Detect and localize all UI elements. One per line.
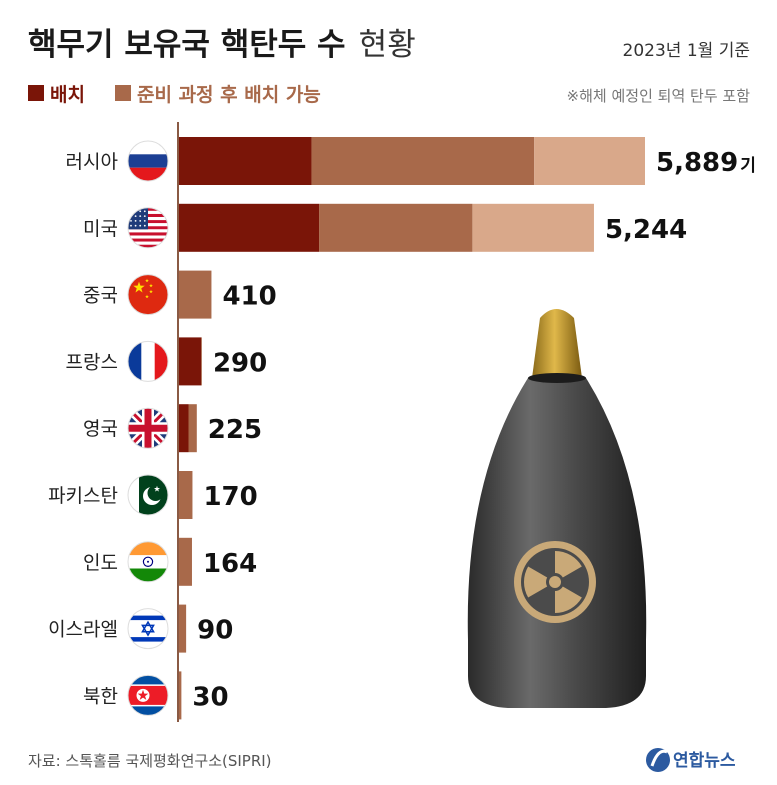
category-label: 영국 <box>83 418 118 440</box>
radiation-icon <box>514 541 596 623</box>
value-label: 30 <box>192 682 228 712</box>
value-label: 164 <box>203 549 257 579</box>
legend-label-reserve: 준비 과정 후 배치 가능 <box>137 84 321 106</box>
category-label: 중국 <box>83 285 118 307</box>
france-flag-icon <box>127 340 169 382</box>
category-label: 미국 <box>83 218 118 240</box>
value-label: 410 <box>222 282 276 312</box>
bar-segment-0 <box>179 404 189 453</box>
bar-segment-0 <box>179 337 202 386</box>
legend-swatch-deployed <box>28 85 44 101</box>
bar-segment-1 <box>179 604 187 653</box>
legend: 배치 준비 과정 후 배치 가능 <box>28 84 321 106</box>
warhead-tip <box>532 309 582 378</box>
category-label: 이스라엘 <box>48 619 118 641</box>
legend-label-deployed: 배치 <box>50 84 85 106</box>
bar-segment-1 <box>179 270 212 319</box>
value-label: 290 <box>213 348 267 378</box>
unit-label: 기 <box>740 156 756 176</box>
source-text: 자료: 스톡홀름 국제평화연구소(SIPRI) <box>28 752 272 770</box>
yonhap-logo-icon <box>646 748 670 772</box>
bar-row: 프랑스 290 <box>66 337 267 386</box>
north-korea-flag-icon <box>127 674 169 716</box>
logo-text: 연합뉴스 <box>673 750 736 771</box>
category-label: 파키스탄 <box>48 485 118 507</box>
bar-segment-1 <box>319 203 473 252</box>
bar-row: 파키스탄 170 <box>48 471 258 519</box>
chart-title: 핵무기 보유국 핵탄두 수 현황 <box>28 27 416 63</box>
bar-row: 이스라엘 90 <box>48 604 233 653</box>
nuclear-warhead-icon <box>467 309 647 708</box>
bar-row: 중국 410 <box>83 270 277 319</box>
as-of-date: 2023년 1월 기준 <box>623 41 750 61</box>
pakistan-flag-icon <box>127 474 169 516</box>
legend-swatch-reserve <box>115 85 131 101</box>
chart-title-suffix: 현황 <box>359 27 416 63</box>
bar-segment-1 <box>201 337 202 386</box>
bar-row: 북한 30 <box>83 671 229 720</box>
china-flag-icon <box>127 274 169 316</box>
category-label: 인도 <box>83 552 118 574</box>
yonhap-logo: 연합뉴스 <box>646 748 736 772</box>
category-label: 러시아 <box>66 151 118 173</box>
category-label: 프랑스 <box>66 351 118 373</box>
bar-row: 미국 5,244 <box>83 203 687 252</box>
value-label: 90 <box>197 616 233 646</box>
value-label: 5,889 기 <box>656 148 756 178</box>
chart-rows: 러시아 5,889 기미국 5,244 중국 410 프랑스 290 영국 225 파키스탄 170 인… <box>48 137 756 720</box>
bar-row: 인도 164 <box>83 537 257 586</box>
bar-segment-1 <box>179 471 193 519</box>
bar-segment-2 <box>534 137 645 185</box>
bar-row: 러시아 5,889 기 <box>66 137 756 185</box>
value-label: 5,244 <box>605 215 687 245</box>
warhead-collar <box>528 373 586 383</box>
india-flag-icon <box>127 541 169 583</box>
uk-flag-icon <box>127 407 169 449</box>
bar-row: 영국 225 <box>83 404 262 453</box>
bar-segment-1 <box>311 137 535 185</box>
bar-segment-0 <box>179 203 320 252</box>
bar-segment-2 <box>472 203 594 252</box>
value-label: 225 <box>208 415 262 445</box>
israel-flag-icon <box>127 608 169 650</box>
chart-note: ※해체 예정인 퇴역 탄두 포함 <box>567 87 751 105</box>
category-label: 북한 <box>83 685 118 707</box>
russia-flag-icon <box>127 140 169 182</box>
bar-segment-1 <box>179 671 182 720</box>
chart-title-main: 핵무기 보유국 핵탄두 수 <box>28 27 346 63</box>
bar-segment-1 <box>188 404 197 453</box>
value-label: 170 <box>203 482 257 512</box>
bar-segment-1 <box>179 537 192 586</box>
usa-flag-icon <box>127 207 169 249</box>
bar-segment-0 <box>179 137 312 185</box>
